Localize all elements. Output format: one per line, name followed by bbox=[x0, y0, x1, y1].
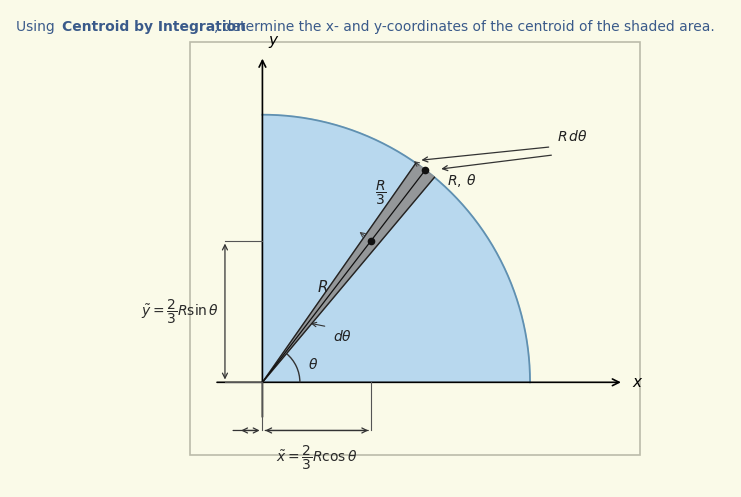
Text: $R$: $R$ bbox=[316, 279, 328, 295]
Polygon shape bbox=[262, 163, 434, 382]
Text: $\tilde{y} = \dfrac{2}{3}R\sin\theta$: $\tilde{y} = \dfrac{2}{3}R\sin\theta$ bbox=[142, 297, 219, 326]
Text: $\theta$: $\theta$ bbox=[308, 357, 318, 372]
Text: Using: Using bbox=[16, 20, 59, 34]
Text: $\dfrac{R}{3}$: $\dfrac{R}{3}$ bbox=[376, 178, 387, 207]
Text: $R,\, \theta$: $R,\, \theta$ bbox=[447, 172, 476, 189]
Polygon shape bbox=[262, 115, 530, 382]
FancyBboxPatch shape bbox=[190, 42, 639, 455]
Text: Centroid by Integration: Centroid by Integration bbox=[62, 20, 246, 34]
Text: , determine the x- and y-coordinates of the centroid of the shaded area.: , determine the x- and y-coordinates of … bbox=[214, 20, 715, 34]
Text: $d\theta$: $d\theta$ bbox=[333, 330, 352, 344]
Text: $R\, d\theta$: $R\, d\theta$ bbox=[556, 129, 588, 144]
Text: $\tilde{x} = \dfrac{2}{3}R\cos\theta$: $\tilde{x} = \dfrac{2}{3}R\cos\theta$ bbox=[276, 444, 358, 472]
Text: $x$: $x$ bbox=[632, 375, 643, 390]
Text: $y$: $y$ bbox=[268, 34, 279, 51]
